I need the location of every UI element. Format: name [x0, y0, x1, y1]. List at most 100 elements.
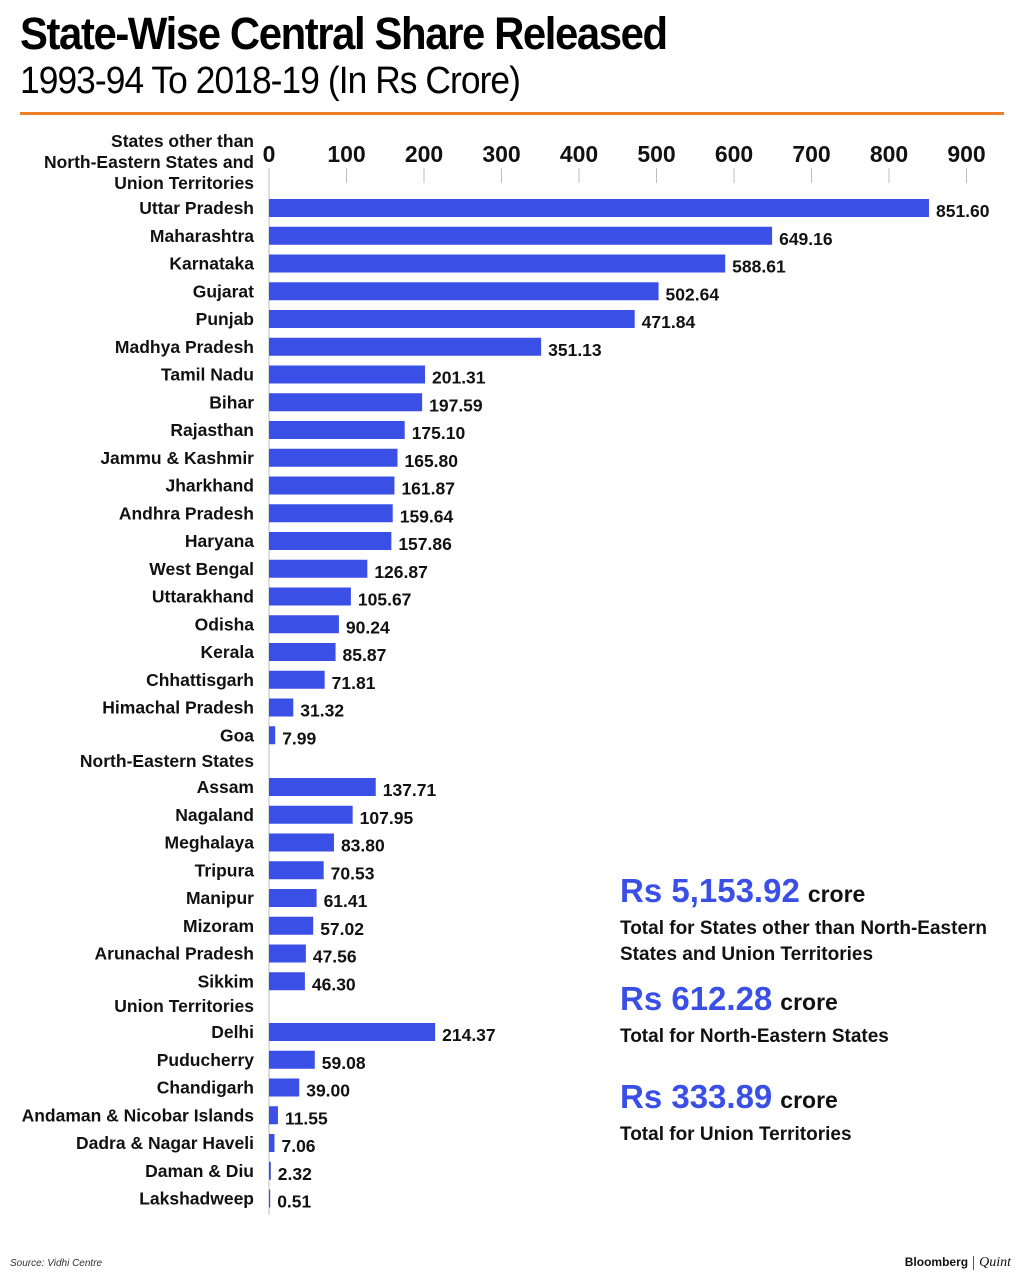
- row-label-nagaland: Nagaland: [175, 805, 254, 825]
- row-label-west-bengal: West Bengal: [149, 559, 254, 579]
- row-label-lakshadweep: Lakshadweep: [139, 1189, 254, 1209]
- data-label-jharkhand: 161.87: [401, 479, 455, 499]
- brand-logo: Bloomberg Quint: [905, 1255, 1011, 1271]
- row-label-arunachal-pradesh: Arunachal Pradesh: [95, 944, 255, 964]
- x-tick-label-300: 300: [482, 141, 520, 167]
- bar-jammu-and-kashmir: [269, 448, 398, 467]
- row-label-manipur: Manipur: [186, 888, 254, 908]
- total-union-territories-unit: crore: [780, 1087, 838, 1113]
- bar-madhya-pradesh: [269, 337, 542, 356]
- data-label-tripura: 70.53: [331, 863, 375, 883]
- row-label-jharkhand: Jharkhand: [166, 476, 255, 496]
- data-label-tamil-nadu: 201.31: [432, 368, 486, 388]
- group-header-3-line-1: Union Territories: [114, 996, 254, 1016]
- row-label-madhya-pradesh: Madhya Pradesh: [115, 337, 254, 357]
- data-label-dadra-and-nagar-haveli: 7.06: [281, 1136, 315, 1156]
- row-label-bihar: Bihar: [209, 392, 254, 412]
- bar-puducherry: [269, 1050, 315, 1069]
- orange-divider: [20, 112, 1004, 115]
- row-label-odisha: Odisha: [195, 614, 255, 634]
- row-label-sikkim: Sikkim: [198, 971, 254, 991]
- row-label-chandigarh: Chandigarh: [157, 1078, 254, 1098]
- brand-primary: Bloomberg: [904, 1255, 969, 1269]
- bar-assam: [269, 778, 376, 796]
- row-label-andaman-and-nicobar-islands: Andaman & Nicobar Islands: [22, 1105, 255, 1125]
- bar-daman-and-diu: [269, 1161, 271, 1180]
- bar-nagaland: [269, 805, 353, 824]
- group-header-1-line-1: States other than: [111, 131, 254, 151]
- total-other-states-unit: crore: [807, 881, 866, 907]
- data-label-gujarat: 502.64: [666, 284, 720, 304]
- bar-haryana: [269, 532, 392, 550]
- total-other-states: Rs 5,153.92 crore Total for States other …: [620, 872, 1015, 968]
- bar-delhi: [269, 1023, 436, 1041]
- data-label-lakshadweep: 0.51: [277, 1192, 311, 1212]
- total-north-eastern: Rs 612.28 crore Total for North-Eastern S…: [620, 980, 1015, 1050]
- row-label-goa: Goa: [220, 725, 254, 745]
- row-label-daman-and-diu: Daman & Diu: [145, 1161, 254, 1181]
- bar-west-bengal: [269, 559, 368, 578]
- data-label-karnataka: 588.61: [732, 257, 786, 277]
- row-label-rajasthan: Rajasthan: [170, 420, 254, 440]
- x-tick-label-400: 400: [560, 141, 598, 167]
- bar-jharkhand: [269, 476, 395, 495]
- group-header-2-line-1: North-Eastern States: [80, 751, 254, 771]
- data-label-bihar: 197.59: [429, 395, 483, 415]
- data-label-kerala: 85.87: [343, 645, 387, 665]
- row-label-punjab: Punjab: [196, 309, 254, 329]
- data-label-andhra-pradesh: 159.64: [400, 506, 454, 526]
- total-other-states-amount: Rs 5,153.92: [620, 872, 800, 909]
- data-label-daman-and-diu: 2.32: [278, 1164, 312, 1184]
- row-label-tamil-nadu: Tamil Nadu: [161, 365, 254, 385]
- data-label-chhattisgarh: 71.81: [332, 673, 376, 693]
- row-label-haryana: Haryana: [185, 531, 254, 551]
- bar-andhra-pradesh: [269, 504, 393, 523]
- chart-subtitle: 1993-94 To 2018-19 (In Rs Crore): [20, 60, 521, 102]
- row-label-assam: Assam: [197, 777, 254, 797]
- data-label-arunachal-pradesh: 47.56: [313, 947, 357, 967]
- total-north-eastern-desc: Total for North-Eastern States: [620, 1026, 889, 1047]
- data-label-manipur: 61.41: [324, 891, 368, 911]
- bar-maharashtra: [269, 226, 773, 245]
- data-label-uttar-pradesh: 851.60: [936, 201, 990, 221]
- total-union-territories-amount: Rs 333.89: [620, 1078, 773, 1115]
- data-label-mizoram: 57.02: [320, 919, 364, 939]
- data-label-assam: 137.71: [383, 780, 437, 800]
- bar-arunachal-pradesh: [269, 944, 306, 963]
- data-label-odisha: 90.24: [346, 617, 390, 637]
- x-tick-label-500: 500: [637, 141, 675, 167]
- group-header-1-line-2: North-Eastern States and: [44, 152, 254, 172]
- brand-secondary: Quint: [979, 1255, 1011, 1270]
- data-label-maharashtra: 649.16: [779, 229, 833, 249]
- bar-gujarat: [269, 282, 659, 301]
- bar-karnataka: [269, 254, 726, 273]
- total-north-eastern-unit: crore: [780, 989, 838, 1015]
- bar-chart: 0 100 200 300 400 500 600 700 800 900 States other…: [22, 131, 990, 1215]
- row-label-karnataka: Karnataka: [169, 254, 254, 274]
- row-label-tripura: Tripura: [195, 860, 255, 880]
- data-label-goa: 7.99: [282, 728, 316, 748]
- total-union-territories-desc: Total for Union Territories: [620, 1124, 852, 1145]
- source-note: Source: Vidhi Centre: [10, 1258, 103, 1269]
- bar-chandigarh: [269, 1078, 300, 1097]
- x-tick-label-900: 900: [947, 141, 985, 167]
- bar-andaman-and-nicobar-islands: [269, 1106, 278, 1125]
- row-label-jammu-and-kashmir: Jammu & Kashmir: [100, 448, 254, 468]
- bar-manipur: [269, 889, 317, 907]
- bar-mizoram: [269, 916, 314, 935]
- bar-bihar: [269, 393, 423, 412]
- bar-dadra-and-nagar-haveli: [269, 1134, 275, 1152]
- row-label-gujarat: Gujarat: [193, 281, 254, 301]
- bar-himachal-pradesh: [269, 698, 294, 717]
- row-label-chhattisgarh: Chhattisgarh: [146, 670, 254, 690]
- bar-meghalaya: [269, 833, 334, 852]
- row-label-maharashtra: Maharashtra: [150, 226, 254, 246]
- row-label-dadra-and-nagar-haveli: Dadra & Nagar Haveli: [76, 1133, 254, 1153]
- total-union-territories: Rs 333.89 crore Total for Union Territori…: [620, 1078, 1015, 1148]
- total-north-eastern-amount: Rs 612.28: [620, 980, 773, 1017]
- x-tick-label-0: 0: [263, 141, 276, 167]
- row-label-himachal-pradesh: Himachal Pradesh: [102, 698, 254, 718]
- data-label-andaman-and-nicobar-islands: 11.55: [285, 1108, 328, 1128]
- data-label-puducherry: 59.08: [322, 1053, 366, 1073]
- bar-tamil-nadu: [269, 365, 426, 384]
